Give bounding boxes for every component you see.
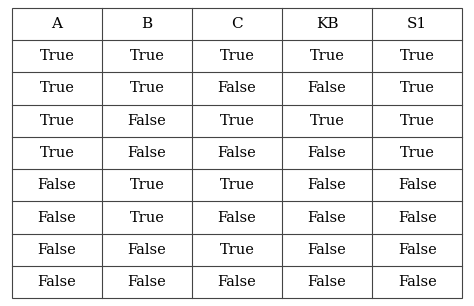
Text: True: True xyxy=(219,243,255,257)
Text: False: False xyxy=(308,178,346,192)
Text: False: False xyxy=(218,211,256,225)
Text: True: True xyxy=(219,49,255,63)
Text: True: True xyxy=(129,211,164,225)
Text: False: False xyxy=(37,275,76,289)
Text: True: True xyxy=(39,49,74,63)
Text: True: True xyxy=(129,81,164,95)
Text: False: False xyxy=(128,114,166,128)
Text: False: False xyxy=(398,211,437,225)
Text: C: C xyxy=(231,17,243,31)
Text: True: True xyxy=(39,146,74,160)
Text: True: True xyxy=(39,114,74,128)
Text: False: False xyxy=(308,81,346,95)
Text: False: False xyxy=(308,243,346,257)
Text: False: False xyxy=(128,243,166,257)
Text: True: True xyxy=(400,114,435,128)
Text: False: False xyxy=(128,146,166,160)
Text: False: False xyxy=(398,178,437,192)
Text: False: False xyxy=(37,178,76,192)
Text: True: True xyxy=(219,114,255,128)
Text: B: B xyxy=(141,17,153,31)
Text: False: False xyxy=(37,211,76,225)
Text: True: True xyxy=(400,146,435,160)
Text: True: True xyxy=(219,178,255,192)
Text: True: True xyxy=(400,49,435,63)
Text: S1: S1 xyxy=(407,17,427,31)
Text: True: True xyxy=(310,49,345,63)
Text: True: True xyxy=(129,178,164,192)
Text: True: True xyxy=(39,81,74,95)
Text: False: False xyxy=(218,81,256,95)
Text: False: False xyxy=(218,146,256,160)
Text: True: True xyxy=(129,49,164,63)
Text: True: True xyxy=(310,114,345,128)
Text: False: False xyxy=(308,275,346,289)
Text: False: False xyxy=(398,243,437,257)
Text: False: False xyxy=(308,211,346,225)
Text: False: False xyxy=(218,275,256,289)
Text: False: False xyxy=(37,243,76,257)
Text: False: False xyxy=(128,275,166,289)
Text: False: False xyxy=(308,146,346,160)
Text: A: A xyxy=(51,17,63,31)
Text: True: True xyxy=(400,81,435,95)
Text: False: False xyxy=(398,275,437,289)
Text: KB: KB xyxy=(316,17,338,31)
